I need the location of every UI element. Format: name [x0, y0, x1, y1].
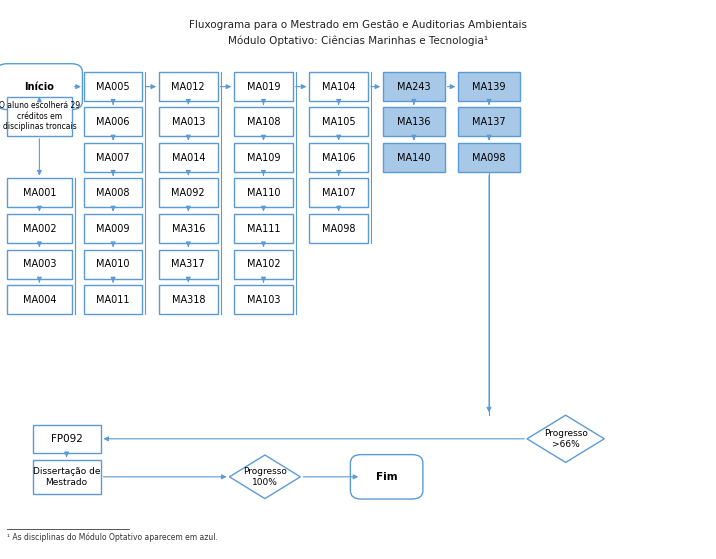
FancyBboxPatch shape — [0, 64, 82, 110]
Text: MA103: MA103 — [247, 295, 280, 305]
Text: MA317: MA317 — [172, 259, 205, 269]
FancyBboxPatch shape — [234, 143, 293, 172]
FancyBboxPatch shape — [309, 143, 368, 172]
Text: MA006: MA006 — [97, 117, 130, 127]
FancyBboxPatch shape — [7, 214, 72, 243]
Text: MA001: MA001 — [23, 188, 56, 198]
Text: MA008: MA008 — [97, 188, 130, 198]
FancyBboxPatch shape — [84, 143, 142, 172]
FancyBboxPatch shape — [84, 72, 142, 101]
FancyBboxPatch shape — [234, 107, 293, 136]
Text: MA092: MA092 — [172, 188, 205, 198]
Text: MA107: MA107 — [322, 188, 355, 198]
Text: MA318: MA318 — [172, 295, 205, 305]
FancyBboxPatch shape — [84, 285, 142, 314]
FancyBboxPatch shape — [159, 143, 218, 172]
FancyBboxPatch shape — [309, 214, 368, 243]
Text: O aluno escolherá 29
créditos em
disciplinas troncais: O aluno escolherá 29 créditos em discipl… — [0, 101, 80, 131]
Text: MA002: MA002 — [23, 224, 56, 234]
FancyBboxPatch shape — [159, 250, 218, 279]
Text: Fluxograma para o Mestrado em Gestão e Auditorias Ambientais: Fluxograma para o Mestrado em Gestão e A… — [189, 20, 527, 30]
FancyBboxPatch shape — [383, 72, 445, 101]
FancyBboxPatch shape — [159, 107, 218, 136]
FancyBboxPatch shape — [234, 214, 293, 243]
Text: MA102: MA102 — [247, 259, 280, 269]
Text: MA136: MA136 — [397, 117, 430, 127]
FancyBboxPatch shape — [84, 107, 142, 136]
Text: MA011: MA011 — [97, 295, 130, 305]
Text: MA139: MA139 — [473, 82, 505, 92]
FancyBboxPatch shape — [84, 250, 142, 279]
Text: MA098: MA098 — [322, 224, 355, 234]
FancyBboxPatch shape — [458, 143, 520, 172]
Text: MA106: MA106 — [322, 153, 355, 163]
FancyBboxPatch shape — [7, 178, 72, 207]
FancyBboxPatch shape — [309, 72, 368, 101]
Text: MA137: MA137 — [473, 117, 505, 127]
FancyBboxPatch shape — [7, 97, 72, 136]
Text: MA019: MA019 — [247, 82, 280, 92]
Text: MA004: MA004 — [23, 295, 56, 305]
FancyBboxPatch shape — [309, 178, 368, 207]
FancyBboxPatch shape — [159, 214, 218, 243]
Text: Progresso
100%: Progresso 100% — [243, 467, 287, 486]
FancyBboxPatch shape — [383, 107, 445, 136]
FancyBboxPatch shape — [350, 454, 423, 499]
Text: MA104: MA104 — [322, 82, 355, 92]
FancyBboxPatch shape — [234, 250, 293, 279]
Text: MA243: MA243 — [397, 82, 430, 92]
FancyBboxPatch shape — [33, 460, 100, 494]
Text: MA013: MA013 — [172, 117, 205, 127]
FancyBboxPatch shape — [84, 178, 142, 207]
FancyBboxPatch shape — [458, 107, 520, 136]
Text: MA012: MA012 — [172, 82, 205, 92]
FancyBboxPatch shape — [7, 250, 72, 279]
Text: MA014: MA014 — [172, 153, 205, 163]
Text: MA316: MA316 — [172, 224, 205, 234]
FancyBboxPatch shape — [7, 285, 72, 314]
Text: MA010: MA010 — [97, 259, 130, 269]
FancyBboxPatch shape — [234, 72, 293, 101]
Polygon shape — [527, 415, 604, 462]
FancyBboxPatch shape — [309, 107, 368, 136]
FancyBboxPatch shape — [234, 178, 293, 207]
FancyBboxPatch shape — [159, 178, 218, 207]
Text: Fim: Fim — [376, 472, 397, 482]
Text: MA005: MA005 — [97, 82, 130, 92]
Text: MA140: MA140 — [397, 153, 430, 163]
Text: MA111: MA111 — [247, 224, 280, 234]
Text: MA108: MA108 — [247, 117, 280, 127]
FancyBboxPatch shape — [84, 214, 142, 243]
FancyBboxPatch shape — [458, 72, 520, 101]
FancyBboxPatch shape — [234, 285, 293, 314]
Text: Início: Início — [24, 82, 54, 92]
Text: MA009: MA009 — [97, 224, 130, 234]
Text: MA098: MA098 — [473, 153, 505, 163]
Polygon shape — [229, 455, 301, 499]
Text: ¹ As disciplinas do Módulo Optativo aparecem em azul.: ¹ As disciplinas do Módulo Optativo apar… — [7, 532, 218, 542]
Text: Dissertação de
Mestrado: Dissertação de Mestrado — [33, 467, 100, 486]
Text: Progresso
>66%: Progresso >66% — [543, 429, 588, 448]
Text: MA105: MA105 — [322, 117, 355, 127]
Text: MA007: MA007 — [97, 153, 130, 163]
Text: MA110: MA110 — [247, 188, 280, 198]
Text: MA003: MA003 — [23, 259, 56, 269]
Text: Módulo Optativo: Ciências Marinhas e Tecnologia¹: Módulo Optativo: Ciências Marinhas e Tec… — [228, 35, 488, 46]
Text: MA109: MA109 — [247, 153, 280, 163]
FancyBboxPatch shape — [383, 143, 445, 172]
FancyBboxPatch shape — [33, 425, 100, 453]
FancyBboxPatch shape — [159, 285, 218, 314]
Text: FP092: FP092 — [51, 434, 82, 444]
FancyBboxPatch shape — [159, 72, 218, 101]
